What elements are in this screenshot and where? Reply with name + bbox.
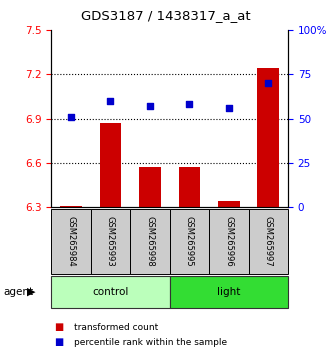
Text: control: control	[92, 287, 129, 297]
Text: GSM265996: GSM265996	[224, 216, 233, 267]
Text: percentile rank within the sample: percentile rank within the sample	[74, 338, 228, 347]
Text: ■: ■	[55, 337, 64, 347]
Text: GSM265998: GSM265998	[145, 216, 155, 267]
Bar	[209, 209, 249, 274]
Point	[226, 105, 231, 111]
Bar	[130, 209, 169, 274]
Bar	[249, 209, 288, 274]
Text: GDS3187 / 1438317_a_at: GDS3187 / 1438317_a_at	[81, 9, 250, 22]
Bar	[169, 209, 209, 274]
Bar	[139, 167, 161, 207]
Bar	[258, 68, 279, 207]
Text: transformed count: transformed count	[74, 323, 159, 332]
Text: agent: agent	[3, 287, 33, 297]
Bar	[51, 209, 91, 274]
Text: ▶: ▶	[27, 287, 36, 297]
Point	[69, 114, 74, 120]
Bar	[218, 201, 240, 207]
Bar	[60, 206, 82, 207]
Bar	[178, 167, 200, 207]
Bar	[100, 123, 121, 207]
Bar	[51, 276, 169, 308]
Bar	[169, 276, 288, 308]
Point	[265, 80, 271, 86]
Text: GSM265997: GSM265997	[264, 216, 273, 267]
Text: light: light	[217, 287, 241, 297]
Bar	[91, 209, 130, 274]
Point	[147, 103, 153, 109]
Text: ■: ■	[55, 322, 64, 332]
Text: GSM265995: GSM265995	[185, 216, 194, 267]
Text: GSM265993: GSM265993	[106, 216, 115, 267]
Text: GSM265984: GSM265984	[67, 216, 75, 267]
Point	[187, 102, 192, 107]
Point	[108, 98, 113, 104]
